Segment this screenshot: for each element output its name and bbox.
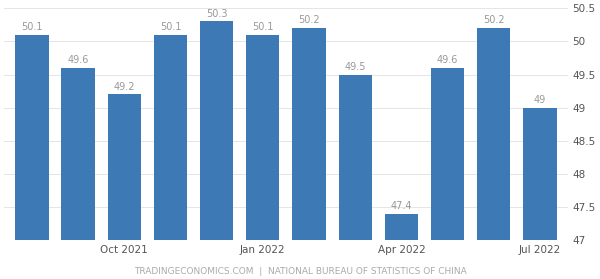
Text: 50.2: 50.2 (483, 15, 505, 25)
Bar (385, 214, 418, 240)
Text: 50.1: 50.1 (160, 22, 181, 32)
Bar (338, 74, 372, 240)
Bar (154, 35, 187, 240)
Bar (61, 68, 95, 240)
Text: 49.2: 49.2 (113, 82, 135, 92)
Bar (477, 28, 511, 240)
Bar (15, 35, 49, 240)
Text: 49: 49 (534, 95, 546, 105)
Bar (200, 21, 233, 240)
Text: 49.6: 49.6 (67, 55, 89, 65)
Bar (292, 28, 326, 240)
Bar (246, 35, 280, 240)
Bar (523, 108, 557, 240)
Bar (431, 68, 464, 240)
Bar (107, 94, 141, 240)
Text: 50.2: 50.2 (298, 15, 320, 25)
Text: TRADINGECONOMICS.COM  |  NATIONAL BUREAU OF STATISTICS OF CHINA: TRADINGECONOMICS.COM | NATIONAL BUREAU O… (134, 267, 466, 276)
Text: 49.6: 49.6 (437, 55, 458, 65)
Text: 50.1: 50.1 (252, 22, 274, 32)
Text: 50.1: 50.1 (21, 22, 43, 32)
Text: 49.5: 49.5 (344, 62, 366, 72)
Text: 47.4: 47.4 (391, 201, 412, 211)
Text: 50.3: 50.3 (206, 9, 227, 19)
